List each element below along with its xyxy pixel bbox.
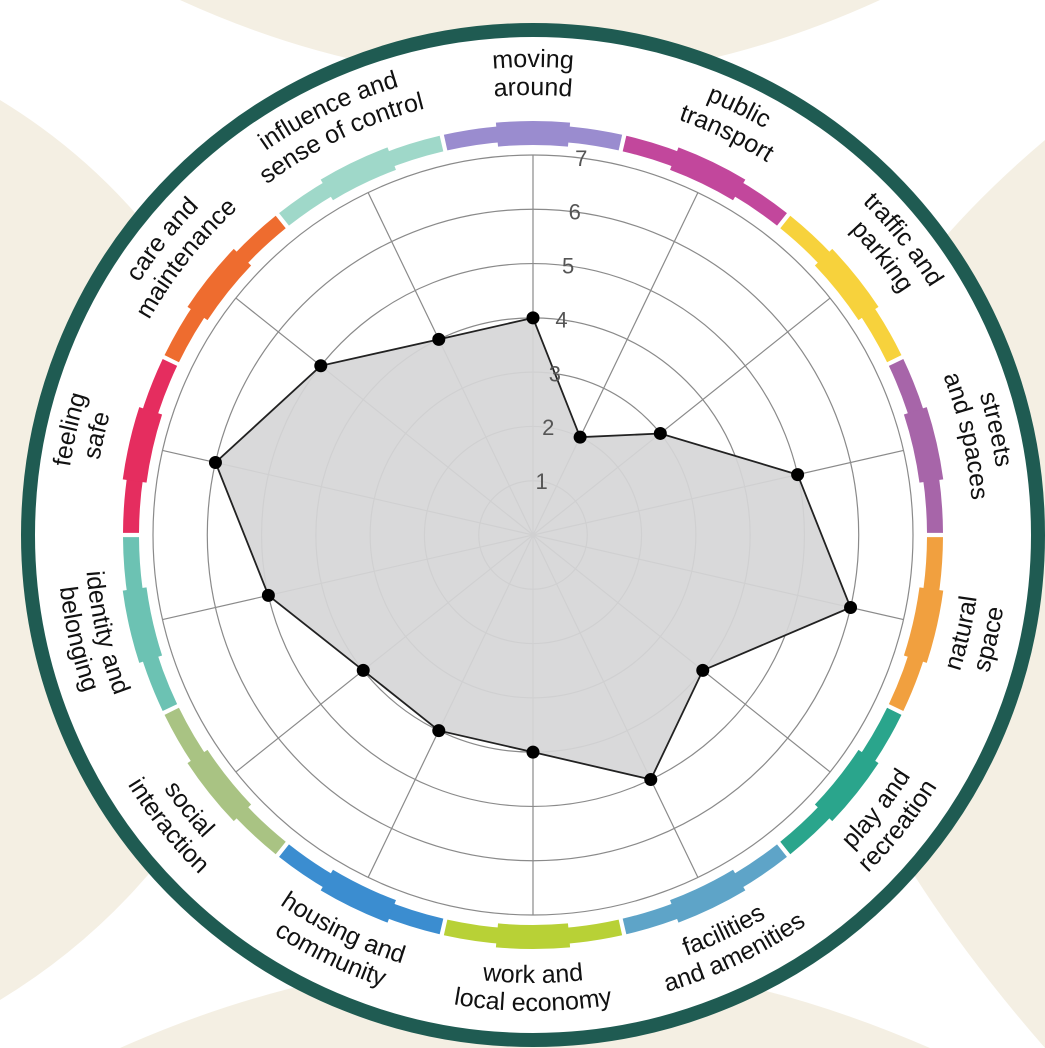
ring-segment-step bbox=[320, 869, 396, 923]
tick-label: 4 bbox=[555, 307, 567, 332]
ring-segment bbox=[279, 844, 444, 935]
ring-segment bbox=[622, 844, 787, 935]
tick-label: 1 bbox=[535, 469, 547, 494]
data-point bbox=[644, 773, 658, 787]
ring-segment-step bbox=[187, 248, 252, 321]
data-point bbox=[573, 430, 587, 444]
ring-segment bbox=[888, 359, 943, 533]
ring-segment bbox=[123, 359, 178, 533]
ring-segment-step bbox=[814, 248, 879, 321]
tick-label: 3 bbox=[549, 361, 561, 386]
tick-label: 6 bbox=[569, 200, 581, 225]
tick-label: 2 bbox=[542, 415, 554, 440]
ring-segment-step bbox=[320, 147, 396, 201]
tick-label: 5 bbox=[562, 254, 574, 279]
ring-segment bbox=[622, 135, 787, 226]
ring-segment-step bbox=[122, 587, 163, 663]
tick-label: 7 bbox=[575, 146, 587, 171]
data-point bbox=[432, 724, 446, 738]
data-point bbox=[261, 588, 275, 602]
category-label: moving bbox=[491, 45, 575, 75]
data-point bbox=[653, 426, 667, 440]
data-point bbox=[791, 468, 805, 482]
ring-segment-step bbox=[903, 587, 944, 663]
data-point bbox=[526, 311, 540, 325]
ring-segment bbox=[279, 135, 444, 226]
ring-segment bbox=[888, 537, 943, 711]
ring-segment-step bbox=[814, 749, 879, 822]
data-point bbox=[432, 332, 446, 346]
ring-segment-step bbox=[187, 749, 252, 822]
ring-segment-step bbox=[670, 147, 746, 201]
ring-segment-step bbox=[495, 121, 571, 147]
data-points bbox=[208, 311, 858, 787]
ring-segment-step bbox=[670, 869, 746, 923]
ring-segment-step bbox=[122, 407, 163, 483]
category-label: around bbox=[492, 73, 573, 103]
ring-segment-step bbox=[903, 407, 944, 483]
category-label: work and bbox=[481, 958, 584, 989]
data-point bbox=[844, 600, 858, 614]
data-point bbox=[356, 663, 370, 677]
data-point bbox=[208, 456, 222, 470]
scale-tick-labels: 1 2 3 4 5 6 7 bbox=[535, 146, 587, 494]
data-point bbox=[696, 663, 710, 677]
data-point bbox=[314, 359, 328, 373]
ring-segment-step bbox=[495, 923, 571, 949]
category-color-ring bbox=[122, 121, 944, 949]
data-point bbox=[526, 745, 540, 759]
ring-segment bbox=[123, 537, 178, 711]
